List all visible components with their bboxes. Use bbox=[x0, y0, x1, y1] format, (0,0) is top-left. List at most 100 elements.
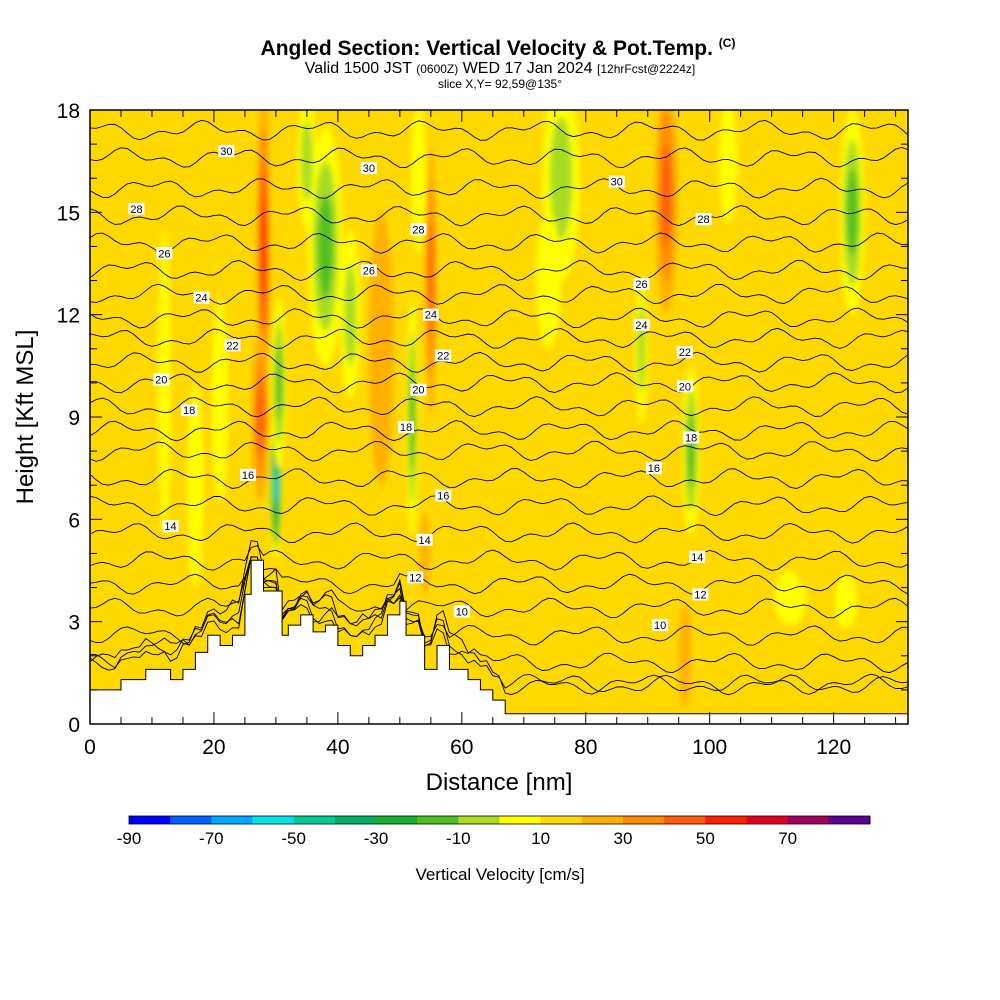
contour-label: 10 bbox=[453, 605, 470, 618]
contour-label: 30 bbox=[218, 144, 235, 158]
contour-label-text: 24 bbox=[635, 320, 647, 332]
contour-label-text: 14 bbox=[419, 535, 431, 547]
contour-label: 28 bbox=[695, 213, 712, 226]
colorbar-swatch bbox=[705, 816, 747, 824]
velocity-cell bbox=[291, 280, 310, 554]
slice-info: slice X,Y= 92,59@135° bbox=[437, 77, 563, 91]
contour-label-text: 28 bbox=[412, 224, 424, 236]
colorbar-swatch bbox=[417, 816, 459, 824]
contour-label: 22 bbox=[435, 349, 452, 363]
velocity-cell bbox=[549, 116, 573, 240]
contour-label-bg bbox=[181, 404, 198, 417]
contour-label: 26 bbox=[156, 247, 173, 260]
contour-label-text: 10 bbox=[654, 620, 666, 632]
terrain bbox=[90, 560, 908, 724]
colorbar-swatch bbox=[540, 816, 583, 824]
contour-label-text: 14 bbox=[691, 552, 703, 564]
chart-title-text: Angled Section: Vertical Velocity & Pot.… bbox=[260, 37, 713, 60]
velocity-cell bbox=[637, 303, 646, 394]
theta-contour bbox=[90, 420, 908, 442]
contour-label-text: 16 bbox=[242, 470, 254, 482]
x-tick-label: 100 bbox=[692, 736, 727, 759]
contour-label-bg bbox=[218, 144, 235, 157]
theta-contour bbox=[90, 556, 908, 674]
y-axis-title: Height [Kft MSL] bbox=[12, 330, 39, 505]
contour-label: 12 bbox=[407, 571, 424, 584]
contour-label-text: 12 bbox=[694, 589, 706, 601]
theta-contour bbox=[90, 495, 908, 517]
velocity-cell bbox=[687, 414, 695, 488]
contour-label-text: 30 bbox=[220, 146, 232, 158]
velocity-cell bbox=[127, 144, 152, 349]
theta-contour bbox=[90, 522, 908, 544]
contour-label-bg bbox=[435, 349, 452, 362]
contour-label: 22 bbox=[676, 346, 693, 359]
contour-label-bg bbox=[153, 373, 170, 386]
contour-label-text: 22 bbox=[437, 351, 449, 363]
colorbar-tick-label: 30 bbox=[614, 829, 633, 848]
colorbar-swatch bbox=[334, 816, 377, 824]
forecast-tag: [12hrFcst@2224z] bbox=[597, 62, 696, 76]
y-tick-label: 15 bbox=[57, 202, 80, 225]
contour-labels: 14 18 16 22 24 20 26 28 30 30 26 28 24 22 20 18 16 14 12 10… bbox=[128, 144, 712, 632]
plot-area: 14 18 16 22 24 20 26 28 30 30 26 28 24 22 20 18 16 14 12 10… bbox=[90, 110, 908, 724]
colorbar-tick-label: -30 bbox=[364, 829, 389, 848]
theta-contour bbox=[90, 545, 908, 571]
x-axis-title: Distance [nm] bbox=[426, 769, 573, 796]
terrain-outline bbox=[90, 559, 908, 715]
contour-label-text: 30 bbox=[363, 163, 375, 175]
contour-label-bg bbox=[224, 339, 241, 352]
colorbar-swatch bbox=[828, 816, 871, 824]
contour-label: 26 bbox=[360, 264, 377, 277]
chart-subtitle: Valid 1500 JST (0600Z) WED 17 Jan 2024 [… bbox=[0, 60, 1000, 78]
units-tag: (C) bbox=[718, 36, 736, 50]
colorbar-swatch bbox=[252, 816, 295, 824]
contour-label: 20 bbox=[410, 383, 427, 397]
contour-label: 18 bbox=[181, 404, 198, 417]
theta-contour bbox=[90, 556, 908, 695]
theta-contour bbox=[90, 259, 908, 281]
velocity-cell bbox=[834, 573, 858, 629]
valid-suffix: WED 17 Jan 2024 bbox=[462, 60, 593, 77]
contour-label: 16 bbox=[645, 462, 662, 475]
contour-label-bg bbox=[410, 383, 427, 396]
x-tick-label: 40 bbox=[326, 736, 349, 759]
colorbar-tick-label: -10 bbox=[446, 829, 471, 848]
x-tick-label: 20 bbox=[202, 736, 225, 759]
colorbar-swatch bbox=[129, 816, 171, 824]
contour-label-bg bbox=[128, 202, 145, 215]
contour-label-text: 20 bbox=[155, 374, 167, 386]
velocity-cell bbox=[873, 178, 893, 452]
contour-label-text: 24 bbox=[425, 310, 437, 322]
velocity-cell bbox=[368, 212, 394, 486]
colorbar-swatch bbox=[458, 816, 500, 824]
contour-label-text: 20 bbox=[412, 385, 424, 397]
theta-contour bbox=[90, 232, 908, 254]
velocity-cell bbox=[790, 382, 816, 588]
contour-label-bg bbox=[645, 462, 662, 475]
contour-label-bg bbox=[683, 431, 700, 444]
contour-label-text: 28 bbox=[697, 214, 709, 226]
x-tick-label: 60 bbox=[450, 736, 473, 759]
contour-label: 20 bbox=[153, 373, 170, 386]
velocity-cell bbox=[318, 195, 333, 298]
theta-contour bbox=[90, 440, 908, 462]
colorbar-tick-label: -90 bbox=[117, 829, 142, 848]
y-tick-label: 6 bbox=[68, 509, 80, 532]
contour-label-bg bbox=[410, 223, 427, 236]
contour-label: 18 bbox=[683, 431, 700, 444]
contour-label: 28 bbox=[410, 223, 427, 236]
velocity-cell bbox=[443, 110, 481, 383]
theta-contour bbox=[90, 540, 908, 696]
contour-label: 24 bbox=[633, 318, 650, 332]
contour-label-text: 22 bbox=[679, 347, 691, 359]
contour-label: 26 bbox=[633, 277, 650, 291]
contour-label-bg bbox=[407, 571, 424, 584]
theta-contour bbox=[90, 556, 908, 619]
velocity-cell bbox=[187, 382, 204, 588]
contour-label-bg bbox=[633, 318, 650, 331]
colorbar: -90 -70 -50 -30 -10 10 30 50 70 bbox=[117, 815, 871, 848]
y-tick-label: 18 bbox=[57, 100, 80, 123]
x-tick-label: 120 bbox=[816, 736, 851, 759]
contour-label-text: 26 bbox=[635, 279, 647, 291]
